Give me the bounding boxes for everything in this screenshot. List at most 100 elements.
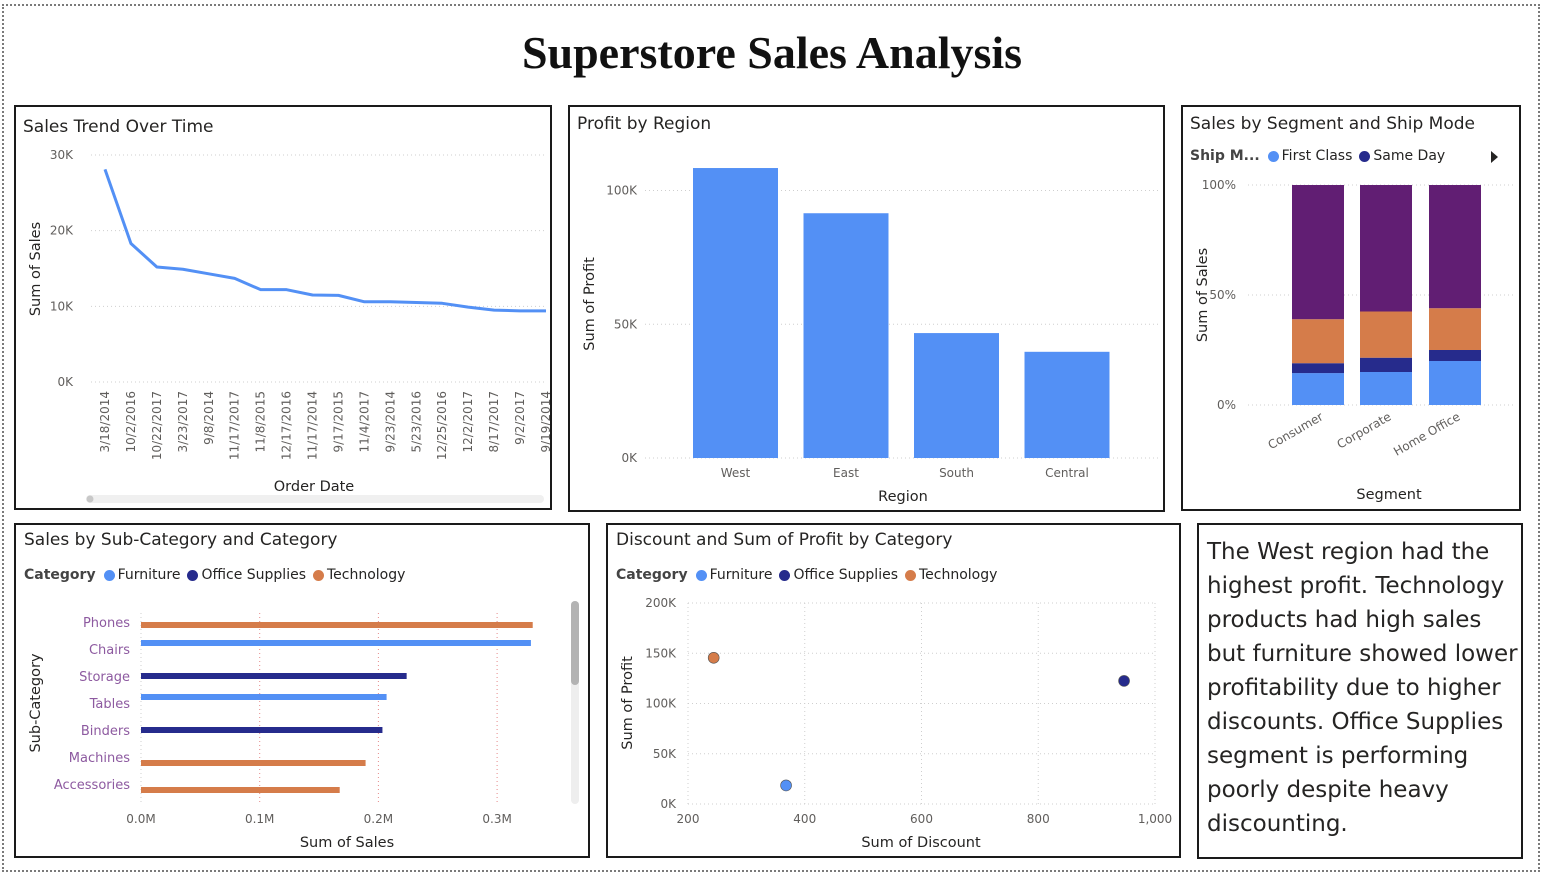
legend-item-office-supplies[interactable]: Office Supplies — [187, 567, 306, 583]
stacked-segment — [1429, 350, 1481, 361]
legend-ship-mode: Ship M... First Class Same Day — [1190, 148, 1452, 164]
legend-label: First Class — [1281, 148, 1353, 164]
x-tick-label: 3/18/2014 — [98, 391, 112, 453]
x-tick-label: 12/25/2016 — [435, 391, 449, 460]
legend-dot-icon — [695, 569, 707, 581]
legend-item-furniture[interactable]: Furniture — [695, 567, 773, 583]
dashboard-frame — [2, 4, 1540, 872]
bar-central — [1024, 351, 1110, 458]
panel-subcategory[interactable]: Sales by Sub-Category and Category Categ… — [14, 523, 590, 858]
x-tick-label: 9/8/2014 — [202, 391, 216, 445]
bar-tables — [141, 694, 387, 700]
stacked-segment — [1429, 185, 1481, 309]
y-axis-label: Sum of Sales — [1195, 248, 1211, 342]
legend-title: Category — [24, 567, 96, 583]
y-tick-label: 100% — [1202, 178, 1236, 192]
legend-item-technology[interactable]: Technology — [905, 567, 997, 583]
y-tick-label: Accessories — [54, 778, 130, 793]
bar-phones — [141, 622, 533, 628]
legend-dot-icon — [187, 569, 199, 581]
legend-item-technology[interactable]: Technology — [313, 567, 405, 583]
panel-profit-region[interactable]: Profit by Region 0K 50K 100K West East South C… — [568, 105, 1165, 512]
legend-label: Office Supplies — [201, 567, 306, 583]
chart-discount-profit: 0K 50K 100K 150K 200K 200 400 600 800 1,000 Sum of… — [620, 596, 1172, 851]
legend-dot-icon — [313, 569, 324, 581]
x-axis-label: Region — [878, 489, 928, 505]
stacked-segment — [1292, 373, 1344, 405]
legend-item-same-day[interactable]: Same Day — [1359, 148, 1445, 164]
legend-label: Technology — [327, 567, 406, 583]
stacked-segment — [1360, 357, 1412, 372]
y-tick-label: Storage — [79, 670, 130, 685]
x-tick-label: 0.1M — [245, 812, 274, 826]
scrollbar-thumb — [86, 495, 94, 503]
panel-title-segment: Sales by Segment and Ship Mode — [1190, 114, 1475, 134]
legend-category: Category Furniture Office Supplies Techn… — [24, 567, 412, 583]
x-tick-label: 1,000 — [1138, 812, 1172, 826]
bar-storage — [141, 673, 407, 679]
legend-label: Furniture — [709, 567, 773, 583]
scrollbar-track — [86, 495, 544, 503]
x-tick-label: 9/17/2015 — [331, 391, 345, 453]
y-tick-label: 150K — [645, 646, 677, 660]
y-tick-label: 0K — [57, 375, 74, 389]
scatter-point-office-supplies — [1118, 675, 1130, 687]
y-tick-label: 20K — [50, 224, 74, 238]
legend-dot-icon — [1267, 150, 1279, 162]
sales-trend-line — [103, 168, 546, 313]
legend-item-furniture[interactable]: Furniture — [103, 567, 180, 583]
panel-sales-trend[interactable]: Sales Trend Over Time 0K 10K 20K 30K 3/18/20… — [14, 105, 552, 510]
panel-segment-shipmode[interactable]: Sales by Segment and Ship Mode Ship M...… — [1181, 105, 1521, 511]
chart-sales-trend: 0K 10K 20K 30K 3/18/2014 10/2/2016 10/22/2017 3… — [28, 148, 552, 503]
x-axis-label: Sum of Discount — [861, 835, 981, 851]
y-axis-label: Sub-Category — [28, 653, 44, 752]
x-tick-label: 600 — [910, 812, 933, 826]
x-tick-label: 400 — [793, 812, 816, 826]
y-axis-label: Sum of Sales — [28, 222, 44, 316]
y-tick-label: Tables — [89, 697, 131, 712]
panel-discount-profit[interactable]: Discount and Sum of Profit by Category C… — [606, 523, 1181, 858]
y-axis-label: Sum of Profit — [582, 257, 598, 351]
x-tick-label: 10/22/2017 — [150, 391, 164, 460]
bar-east — [803, 213, 889, 458]
x-tick-label: East — [833, 466, 859, 480]
legend-item-first-class[interactable]: First Class — [1267, 148, 1353, 164]
stacked-segment — [1292, 363, 1344, 374]
bar-chairs — [141, 640, 531, 646]
legend-dot-icon — [905, 569, 916, 581]
legend-item-office-supplies[interactable]: Office Supplies — [779, 567, 898, 583]
x-tick-label: 3/23/2017 — [176, 391, 190, 453]
x-tick-label: Home Office — [1391, 409, 1462, 458]
y-tick-label: 50K — [653, 747, 677, 761]
x-tick-label: 9/19/2014 — [539, 391, 552, 453]
x-tick-label: 200 — [677, 812, 700, 826]
x-tick-label: 11/4/2017 — [357, 391, 371, 453]
x-tick-label: 0.3M — [482, 812, 511, 826]
panel-title-sales-trend: Sales Trend Over Time — [23, 117, 214, 137]
y-tick-label: 100K — [606, 184, 638, 198]
y-tick-label: 0K — [621, 451, 638, 465]
scatter-point-furniture — [780, 779, 792, 792]
y-tick-label: Binders — [81, 724, 130, 739]
x-tick-label: 9/23/2014 — [383, 391, 397, 453]
legend-label: Technology — [919, 567, 998, 583]
stacked-segment — [1292, 319, 1344, 364]
scatter-point-technology — [707, 651, 720, 664]
chart-profit-region: 0K 50K 100K West East South Central Sum of Prof… — [582, 168, 1160, 505]
y-tick-label: Chairs — [89, 643, 130, 658]
x-tick-label: Corporate — [1335, 409, 1394, 451]
panel-title-subcategory: Sales by Sub-Category and Category — [24, 530, 338, 550]
scrollbar-thumb — [571, 601, 579, 685]
x-axis-label: Order Date — [274, 479, 355, 495]
page-title: Superstore Sales Analysis — [521, 27, 1023, 78]
legend-next-arrow-icon[interactable] — [1491, 151, 1498, 163]
legend-dot-icon — [103, 569, 115, 581]
stacked-segment — [1360, 311, 1412, 358]
x-tick-label: 8/17/2017 — [487, 391, 501, 453]
legend-dot-icon — [779, 569, 791, 581]
y-tick-label: 200K — [645, 596, 677, 610]
x-tick-label: 0.2M — [364, 812, 393, 826]
chart-subcategory: 0.0M 0.1M 0.2M 0.3M Phones Chairs Storage Table… — [28, 601, 579, 851]
y-tick-label: 100K — [645, 697, 677, 711]
y-tick-label: 50% — [1209, 288, 1236, 302]
